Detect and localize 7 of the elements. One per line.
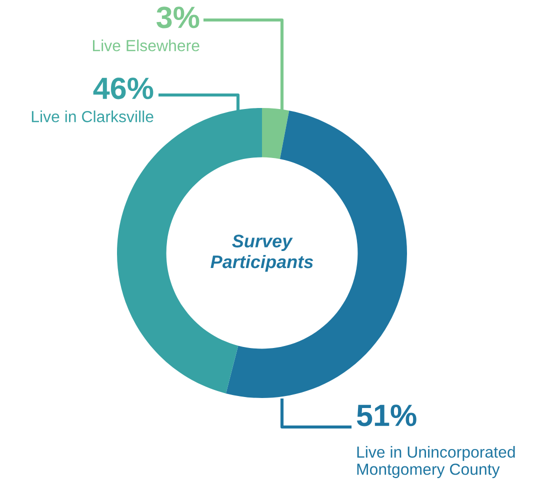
data-label: 51% [356, 404, 416, 426]
slice-label: Live in Clarksville [32, 110, 154, 122]
slice-label: Live in Unincorporated Montgomery County [357, 446, 515, 478]
data-label: 3% [156, 6, 200, 28]
text: Survey Participants [210, 234, 314, 272]
slice-label: Live Elsewhere [93, 40, 200, 52]
data-label: 46% [93, 78, 154, 100]
